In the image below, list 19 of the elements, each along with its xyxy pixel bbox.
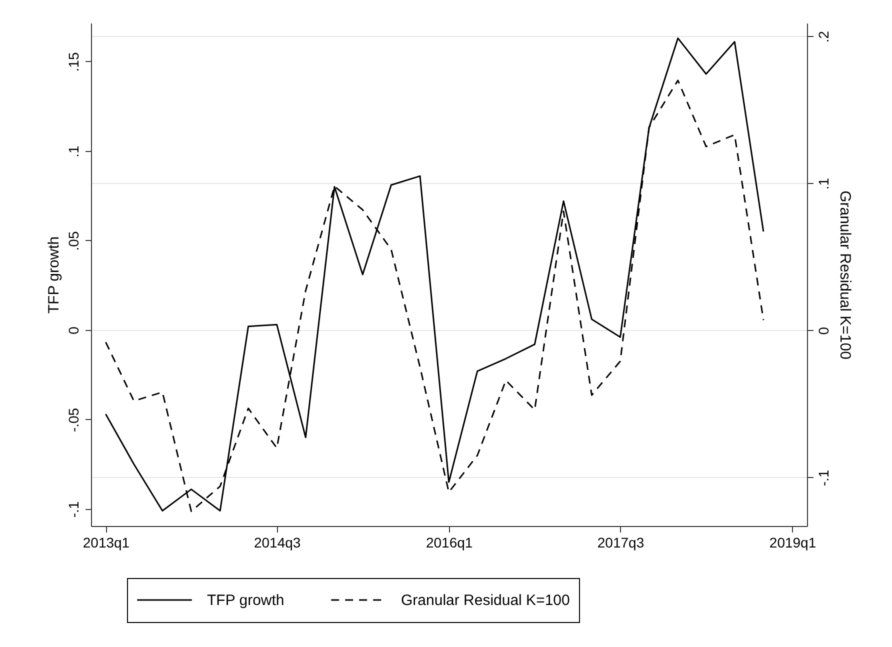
y2-tick-label: .1 (816, 178, 832, 190)
y-tick-label: -.05 (66, 408, 82, 432)
x-tick-label: 2017q3 (597, 534, 644, 550)
y2-tick-label: -.1 (816, 470, 832, 486)
y-tick-label: .15 (66, 52, 82, 72)
y-tick-label: .1 (66, 145, 82, 158)
y2-tick-label: .2 (816, 30, 832, 43)
x-tick-label: 2013q1 (82, 534, 130, 550)
legend-label: Granular Residual K=100 (401, 592, 570, 609)
x-tick-label: 2014q3 (254, 534, 301, 550)
y-tick-label: 0 (66, 326, 82, 334)
x-tick-label: 2016q1 (426, 534, 473, 550)
y2-tick-label: 0 (816, 326, 832, 335)
x-tick-label: 2019q1 (769, 534, 816, 550)
y-tick-label: .05 (66, 231, 82, 251)
y2-axis-title: Granular Residual K=100 (836, 190, 854, 360)
legend-label: TFP growth (207, 592, 284, 609)
y-tick-label: -.1 (66, 501, 82, 518)
y-axis-title: TFP growth (46, 236, 62, 314)
